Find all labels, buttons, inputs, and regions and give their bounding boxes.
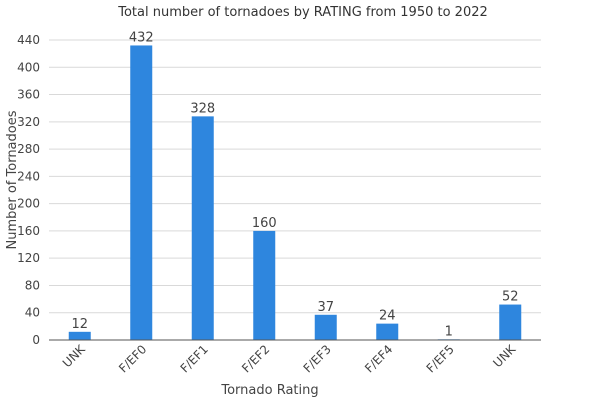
y-tick-label: 240 [17, 169, 40, 183]
bar [130, 45, 153, 341]
y-tick-label: 360 [17, 88, 40, 102]
data-label: 328 [190, 101, 215, 116]
bar [253, 230, 276, 340]
x-tick-label: F/EF3 [301, 342, 334, 375]
data-label: 12 [71, 317, 88, 332]
x-tick-label: F/EF4 [362, 342, 395, 375]
data-label: 1 [445, 324, 453, 339]
y-tick-label: 120 [17, 251, 40, 265]
x-tick-label: F/EF5 [424, 342, 457, 375]
y-axis-title: Number of Tornadoes [5, 110, 20, 249]
x-tick-label: UNK [60, 341, 89, 370]
bars [68, 45, 522, 341]
x-axis-title: Tornado Rating [220, 383, 318, 398]
y-tick-label: 280 [17, 142, 40, 156]
data-labels: 12 432 328 160 37 24 1 52 [71, 30, 518, 339]
bar [68, 331, 91, 340]
grid-lines [49, 39, 541, 314]
data-label: 52 [502, 290, 519, 305]
y-tick-label: 160 [17, 224, 40, 238]
y-tick-label: 400 [17, 60, 40, 74]
bar [499, 304, 522, 340]
bar [376, 323, 399, 340]
y-tick-label: 80 [25, 278, 40, 292]
data-label: 24 [379, 309, 396, 324]
y-tick-label: 40 [25, 306, 40, 320]
data-label: 160 [252, 216, 277, 231]
y-tick-label: 200 [17, 197, 40, 211]
bar [314, 314, 337, 340]
y-axis-ticks: 0 40 80 120 160 200 240 280 320 360 400 440 [17, 33, 40, 347]
x-tick-label: F/EF1 [178, 342, 211, 375]
data-label: 37 [317, 300, 334, 315]
x-tick-label: F/EF0 [116, 342, 149, 375]
x-tick-label: UNK [490, 341, 519, 370]
chart-title: Total number of tornadoes by RATING from… [117, 5, 488, 20]
data-label: 432 [129, 30, 154, 45]
y-tick-label: 440 [17, 33, 40, 47]
bar [191, 116, 214, 340]
x-axis-ticks: UNK F/EF0 F/EF1 F/EF2 F/EF3 F/EF4 F/EF5 UNK [60, 341, 519, 375]
x-tick-label: F/EF2 [239, 342, 272, 375]
y-tick-label: 320 [17, 115, 40, 129]
y-tick-label: 0 [32, 333, 40, 347]
